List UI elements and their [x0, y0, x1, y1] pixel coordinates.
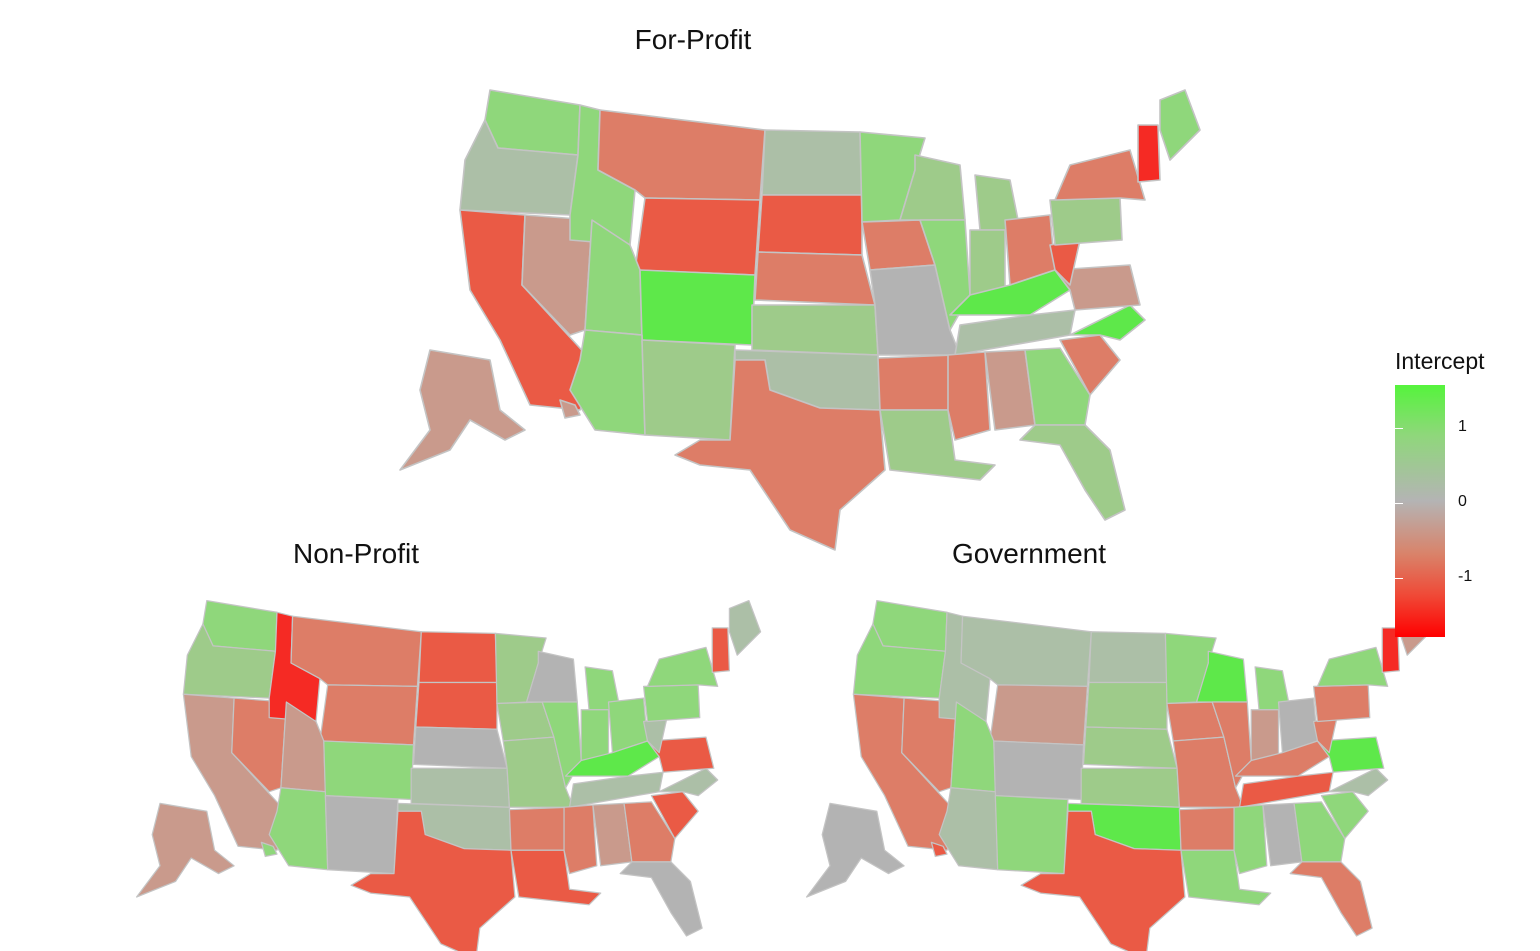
- state-sd: [1085, 681, 1168, 730]
- state-ut: [950, 701, 996, 793]
- legend-tick-label: 0: [1458, 493, 1467, 510]
- legend-tick-label: -1: [1458, 568, 1473, 585]
- state-ga: [1293, 801, 1346, 863]
- legend-tick-mark: [1445, 578, 1453, 579]
- state-hi: [260, 841, 278, 858]
- state-pa: [642, 684, 701, 723]
- state-ak: [805, 802, 905, 898]
- state-va: [646, 736, 715, 773]
- state-nm: [641, 339, 736, 441]
- state-nd: [418, 631, 498, 684]
- state-az: [938, 787, 999, 871]
- state-sd: [757, 194, 863, 256]
- state-nm: [994, 794, 1069, 875]
- government-title: Government: [951, 538, 1107, 569]
- state-ne_states: [1381, 627, 1401, 673]
- legend-tick-mark: [1445, 503, 1453, 504]
- state-nc: [1328, 767, 1389, 797]
- state-ne: [1082, 726, 1178, 769]
- state-ny: [1316, 646, 1389, 688]
- state-az: [268, 787, 329, 871]
- state-nd: [761, 129, 863, 196]
- state-ga: [1024, 347, 1091, 426]
- state-sc: [1320, 791, 1369, 840]
- state-sd: [415, 681, 498, 730]
- state-ne_states: [1137, 124, 1161, 183]
- state-tx: [674, 359, 886, 551]
- non-profit-map: [135, 599, 762, 951]
- state-wa: [872, 599, 948, 652]
- state-va: [1316, 736, 1385, 773]
- legend-tick-mark: [1445, 428, 1453, 429]
- legend-tick-mark: [1395, 578, 1403, 579]
- state-me: [728, 599, 762, 656]
- state-sc: [650, 791, 699, 840]
- state-wy: [319, 684, 419, 746]
- state-ut: [280, 701, 326, 793]
- state-tn: [1238, 771, 1334, 808]
- state-me: [1159, 89, 1201, 161]
- state-az: [569, 329, 646, 436]
- state-hi: [930, 841, 948, 858]
- state-ne_states: [711, 627, 731, 673]
- state-va: [1054, 264, 1141, 311]
- state-ak: [399, 349, 526, 471]
- state-fl: [1019, 424, 1126, 521]
- state-pa: [1049, 197, 1123, 246]
- state-wa: [484, 89, 581, 156]
- state-ms: [947, 351, 991, 441]
- state-ms: [1233, 804, 1268, 875]
- state-ga: [623, 801, 676, 863]
- legend-tick-label: 1: [1458, 418, 1467, 435]
- state-fl: [1289, 861, 1373, 937]
- state-wy: [989, 684, 1089, 746]
- state-in: [1250, 709, 1280, 762]
- legend-tick-mark: [1395, 428, 1403, 429]
- state-tx: [350, 810, 516, 951]
- state-fl: [619, 861, 703, 937]
- state-in: [969, 229, 1006, 296]
- state-co: [993, 740, 1085, 801]
- state-pa: [1312, 684, 1371, 723]
- state-tx: [1020, 810, 1186, 951]
- state-nd: [1088, 631, 1168, 684]
- state-wa: [202, 599, 278, 652]
- state-ne: [412, 726, 508, 769]
- for-profit-title: For-Profit: [634, 24, 752, 55]
- state-ny: [1054, 149, 1146, 201]
- state-ks: [751, 304, 879, 356]
- state-ar: [877, 354, 956, 411]
- state-nc: [1069, 304, 1146, 341]
- state-sc: [1059, 334, 1121, 396]
- legend-colorbar: [1395, 385, 1445, 637]
- state-ms: [563, 804, 598, 875]
- state-tn: [954, 309, 1076, 356]
- for-profit-map: [399, 89, 1201, 551]
- state-ks: [410, 767, 511, 808]
- state-co: [323, 740, 415, 801]
- non-profit-title: Non-Profit: [292, 538, 420, 569]
- state-ks: [1080, 767, 1181, 808]
- state-co: [639, 269, 756, 346]
- state-ar: [1178, 806, 1241, 851]
- legend-tick-mark: [1395, 503, 1403, 504]
- state-tn: [568, 771, 664, 808]
- state-ak: [135, 802, 235, 898]
- state-ut: [584, 219, 643, 336]
- state-hi: [559, 399, 581, 419]
- state-in: [580, 709, 610, 762]
- state-ne: [754, 251, 876, 306]
- state-wy: [634, 197, 761, 276]
- government-map: [805, 599, 1432, 951]
- state-ar: [508, 806, 571, 851]
- state-ny: [646, 646, 719, 688]
- legend-title: Intercept: [1395, 348, 1485, 374]
- state-nc: [658, 767, 719, 797]
- state-nm: [324, 794, 399, 875]
